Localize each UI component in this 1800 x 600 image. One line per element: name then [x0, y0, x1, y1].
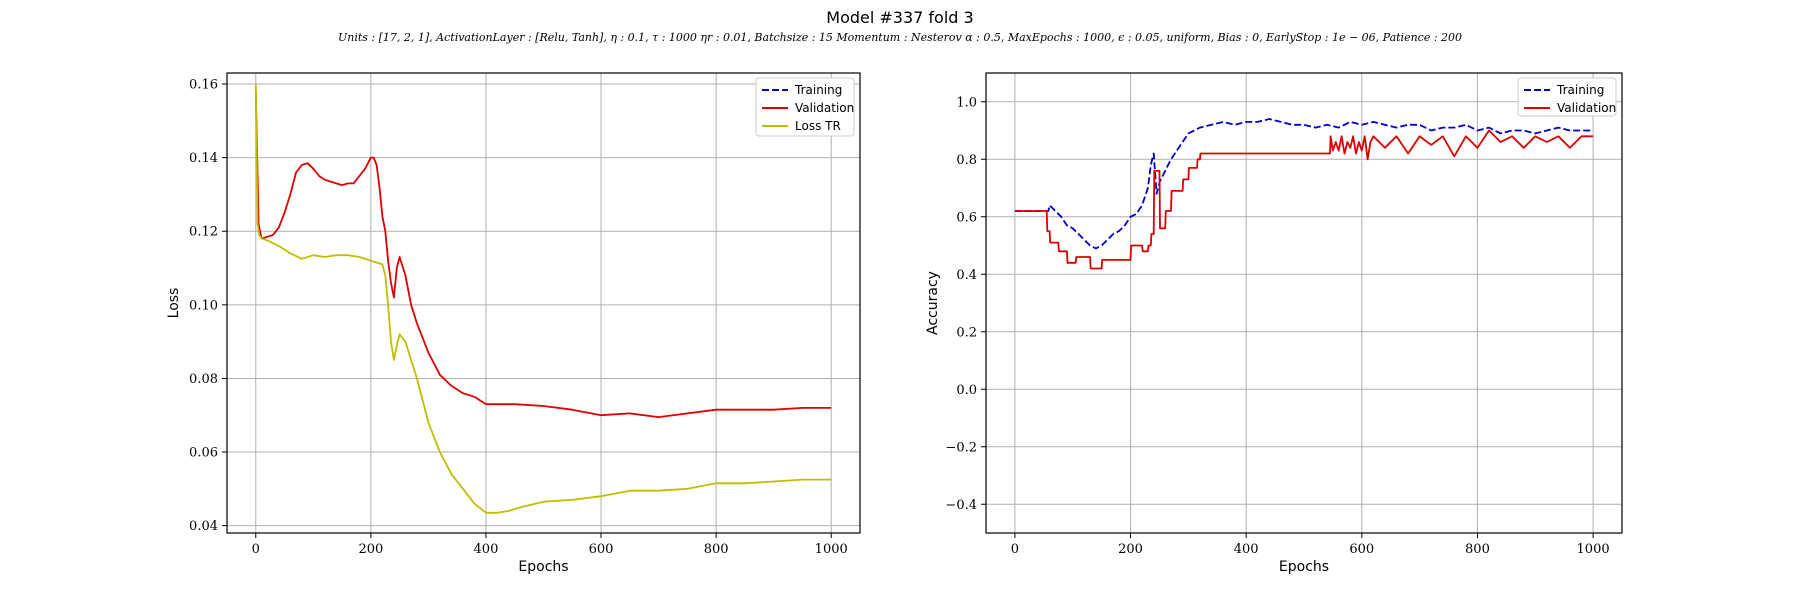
chart2-series-validation	[1014, 129, 1594, 270]
chart2-series-training	[1014, 118, 1594, 250]
chart2-legend: Training Validation	[1517, 77, 1617, 117]
chart1-y-tick-label: 0.12	[189, 225, 218, 240]
chart2-y-tick-label: 1.0	[956, 95, 977, 110]
chart2-y-tick-label: 0.4	[956, 268, 977, 283]
chart2-legend-label-training: Training	[1556, 83, 1604, 97]
chart1-y-tick-label: 0.16	[189, 78, 218, 93]
chart2-x-tick-label: 200	[1118, 542, 1143, 557]
chart1-series-loss-tr	[254, 83, 832, 514]
chart1-x-tick-label: 800	[704, 542, 729, 557]
chart2-x-tick-label: 1000	[1577, 542, 1610, 557]
chart1-axes-frame	[226, 72, 861, 534]
chart2-x-tick-label: 800	[1465, 542, 1490, 557]
chart1-y-tick-label: 0.14	[189, 151, 218, 166]
chart2-y-tick-label: −0.2	[945, 440, 977, 455]
chart1-x-axis-label: Epochs	[518, 559, 568, 575]
chart1-x-tick-label: 0	[252, 542, 260, 557]
chart1-legend-label-validation: Validation	[795, 101, 854, 115]
chart2-axes-frame	[985, 72, 1623, 534]
chart2-x-tick-label: 400	[1234, 542, 1259, 557]
figure-title: Model #337 fold 3	[826, 8, 974, 27]
accuracy-chart: 0 200 400 600 800 1000 −0.4 −0.2 0.0 0.2 0.4 0.6 0.8…	[925, 72, 1623, 575]
chart1-y-axis-label: Loss	[166, 288, 182, 319]
chart1-x-tick-label: 200	[358, 542, 383, 557]
chart2-legend-label-validation: Validation	[1557, 101, 1616, 115]
loss-chart: 0 200 400 600 800 1000 0.04 0.06 0.08 0.10 0.12 0.1…	[166, 72, 861, 575]
chart2-y-axis-label: Accuracy	[925, 271, 941, 335]
chart1-y-tick-label: 0.10	[189, 298, 218, 313]
chart1-legend-box	[755, 77, 855, 137]
chart1-x-tick-label: 600	[589, 542, 614, 557]
chart2-y-tick-label: 0.6	[956, 210, 977, 225]
chart2-y-tick-label: 0.8	[956, 153, 977, 168]
chart1-x-tick-label: 400	[474, 542, 499, 557]
chart1-y-tick-label: 0.04	[189, 519, 218, 534]
chart1-x-tick-label: 1000	[815, 542, 848, 557]
chart1-legend-label-loss-tr: Loss TR	[795, 119, 841, 133]
chart2-x-tick-label: 0	[1011, 542, 1019, 557]
chart1-legend-label-training: Training	[794, 83, 842, 97]
chart1-y-tick-label: 0.06	[189, 446, 218, 461]
chart1-y-tick-label: 0.08	[189, 372, 218, 387]
chart2-legend-box	[1517, 77, 1617, 117]
chart2-y-tick-label: 0.2	[956, 325, 977, 340]
chart2-x-axis-label: Epochs	[1279, 559, 1329, 575]
chart1-series-validation	[254, 91, 832, 419]
chart2-x-tick-label: 600	[1349, 542, 1374, 557]
chart1-legend: Training Validation Loss TR	[755, 77, 855, 137]
chart2-y-tick-label: −0.4	[945, 498, 977, 513]
chart2-y-tick-label: 0.0	[956, 383, 977, 398]
figure-subtitle: Units : [17, 2, 1], ActivationLayer : [R…	[337, 31, 1463, 44]
